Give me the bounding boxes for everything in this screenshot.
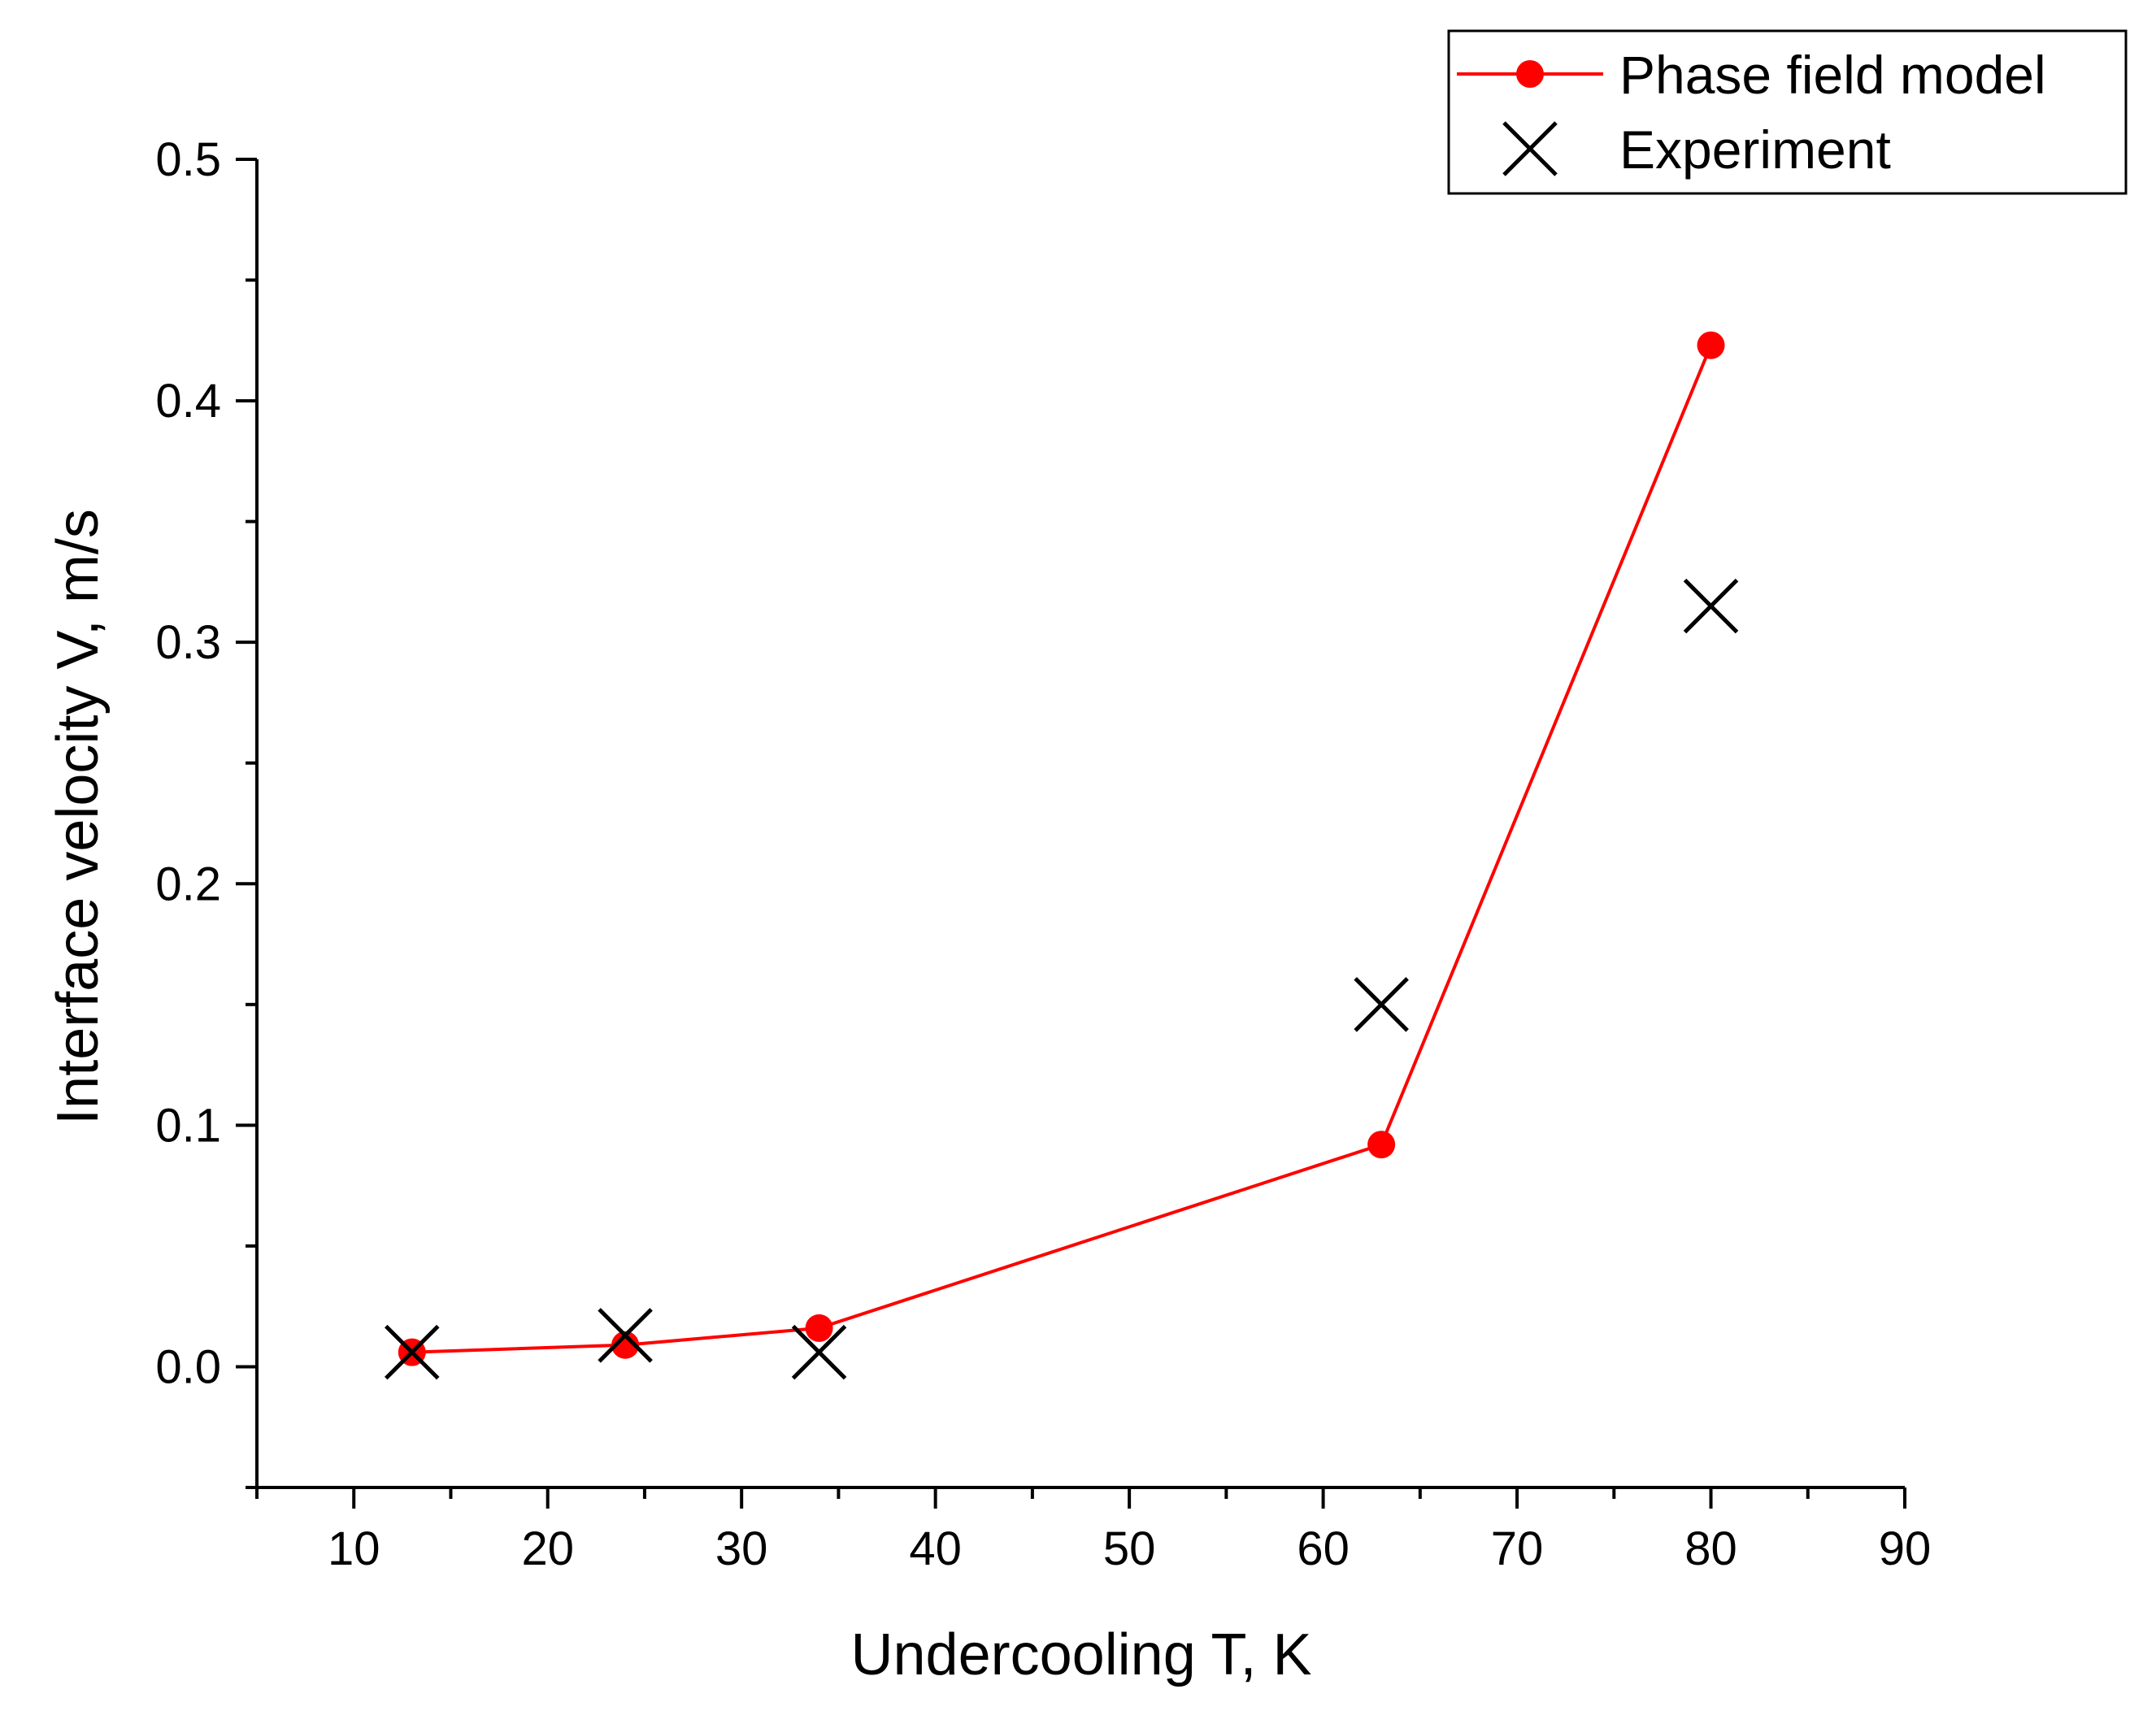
series-1: [398, 331, 1725, 1366]
x-tick-label: 70: [1491, 1522, 1544, 1575]
x-tick-label: 60: [1297, 1522, 1350, 1575]
y-tick-labels: 0.0 0.1 0.2 0.3 0.4 0.5: [155, 133, 221, 1393]
legend-label: Phase field model: [1619, 45, 2046, 105]
data-point-circle: [805, 1314, 833, 1342]
x-ticks: [255, 1487, 1906, 1509]
series-layer: [385, 331, 1739, 1380]
legend-label: Experiment: [1619, 119, 1891, 180]
data-point-cross-stroke: [385, 1324, 440, 1380]
x-axis-title: Undercooling T, K: [851, 1622, 1312, 1687]
data-point-cross-stroke: [791, 1324, 847, 1380]
data-point-circle: [1367, 1131, 1396, 1159]
data-point-cross-stroke: [598, 1308, 653, 1363]
x-tick-label: 50: [1103, 1522, 1156, 1575]
data-point-cross: [385, 1324, 440, 1380]
legend-marker-cross-stroke: [1502, 121, 1558, 176]
legend: Phase field model Experiment: [1447, 29, 2128, 195]
legend-entries: Phase field model Experiment: [1457, 45, 2046, 180]
y-ticks: [236, 158, 257, 1489]
legend-entry-2: Experiment: [1502, 119, 1891, 180]
data-point-circle: [611, 1331, 640, 1359]
axes: 0.0 0.1 0.2 0.3 0.4 0.5 10 20 30 40 50 60 70 80 90: [155, 133, 1931, 1575]
x-tick-label: 90: [1879, 1522, 1932, 1575]
x-tick-labels: 10 20 30 40 50 60 70 80 90: [328, 1522, 1931, 1575]
y-tick-label: 0.5: [155, 133, 221, 186]
legend-box: [1447, 29, 2128, 195]
series-line: [411, 344, 1713, 1354]
legend-entry-1: Phase field model: [1457, 45, 2046, 105]
data-point-cross: [791, 1324, 847, 1380]
x-tick-label: 80: [1684, 1522, 1737, 1575]
x-tick-label: 30: [715, 1522, 768, 1575]
data-point-cross-stroke: [1354, 977, 1409, 1032]
data-point-cross: [1683, 578, 1739, 634]
y-tick-label: 0.0: [155, 1340, 221, 1393]
data-point-circle: [1697, 331, 1725, 359]
x-tick-label: 10: [328, 1522, 380, 1575]
x-tick-label: 20: [521, 1522, 574, 1575]
y-axis-title: Interface velocity V, m/s: [46, 509, 111, 1125]
y-tick-label: 0.1: [155, 1099, 221, 1152]
data-point-cross: [598, 1308, 653, 1363]
series-2: [385, 578, 1739, 1380]
legend-marker-cross: [1502, 121, 1558, 176]
y-tick-label: 0.2: [155, 858, 221, 910]
y-tick-label: 0.3: [155, 616, 221, 669]
legend-marker-circle: [1516, 60, 1544, 88]
y-tick-label: 0.4: [155, 375, 221, 428]
data-point-cross-stroke: [1683, 578, 1739, 634]
data-point-cross: [1354, 977, 1409, 1032]
x-tick-label: 40: [909, 1522, 962, 1575]
